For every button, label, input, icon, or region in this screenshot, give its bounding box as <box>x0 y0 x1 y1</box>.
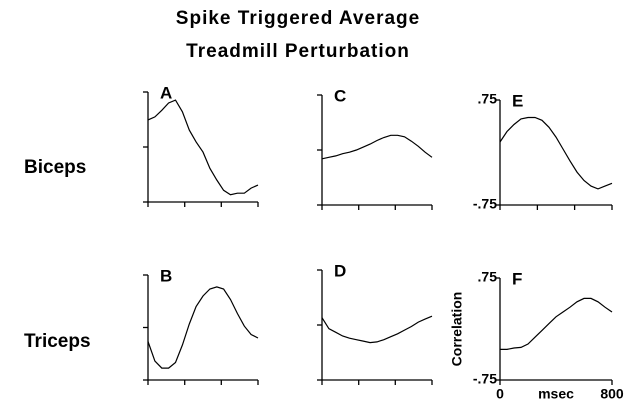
panel-letter: F <box>512 269 522 288</box>
y-tick-label: -.75 <box>473 196 497 212</box>
curve <box>147 286 259 369</box>
curve <box>500 297 613 350</box>
y-tick-label: -.75 <box>473 371 497 387</box>
curve <box>321 315 433 344</box>
x-axis-label: msec <box>538 386 574 402</box>
panel-letter: A <box>160 83 172 102</box>
x-tick-label: 800 <box>600 386 624 402</box>
curve <box>499 116 613 190</box>
y-tick-label: .75 <box>478 269 498 285</box>
curve <box>147 99 259 196</box>
panel-letter: E <box>512 91 523 110</box>
title-line: Treadmill Perturbation <box>186 41 410 62</box>
row-label: Triceps <box>24 331 91 352</box>
title-line: Spike Triggered Average <box>176 8 420 29</box>
panel-letter: C <box>334 86 346 105</box>
y-tick-label: .75 <box>478 91 498 107</box>
x-tick-label: 0 <box>496 386 504 402</box>
curve <box>321 134 433 160</box>
panel-letter: D <box>334 261 346 280</box>
panel-letter: B <box>160 266 172 285</box>
y-axis-label: Correlation <box>449 292 465 367</box>
row-label: Biceps <box>24 157 86 178</box>
